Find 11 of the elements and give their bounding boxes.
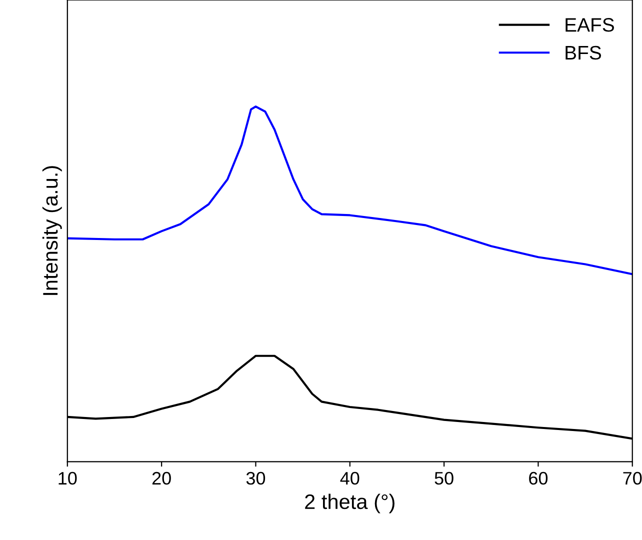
x-tick-label: 10: [58, 472, 77, 485]
x-axis-title: 2 theta (°): [305, 494, 394, 514]
y-axis-title: Intensity (a.u.): [42, 166, 62, 295]
x-tick-label: 70: [623, 472, 642, 485]
x-tick-label: 20: [152, 472, 171, 485]
legend-label: EAFS: [566, 18, 614, 32]
x-tick-label: 60: [529, 472, 548, 485]
legend-label: BFS: [566, 46, 602, 60]
x-tick-label: 40: [340, 472, 360, 485]
x-tick-label: 50: [434, 472, 454, 485]
x-tick-label: 30: [246, 472, 266, 485]
